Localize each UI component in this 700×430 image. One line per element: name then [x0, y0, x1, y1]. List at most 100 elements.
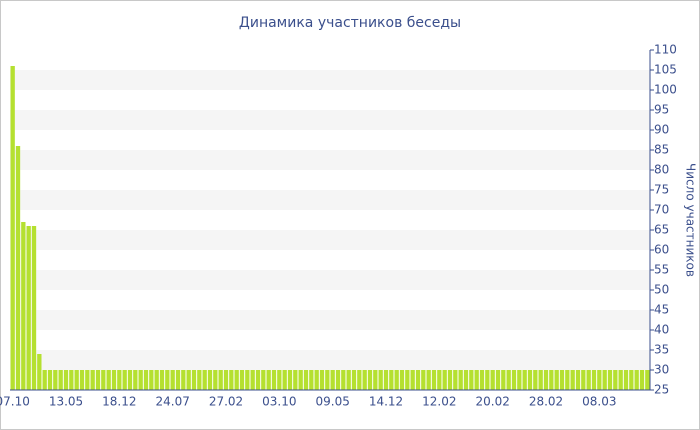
bar	[389, 370, 394, 390]
bar	[239, 370, 245, 390]
bar	[218, 370, 223, 390]
x-tick-label: 13.05	[49, 395, 83, 409]
x-tick-label: 09.05	[315, 395, 349, 409]
bar	[293, 370, 298, 390]
bar	[330, 370, 335, 390]
bar	[517, 370, 522, 390]
bar	[645, 370, 650, 390]
bar	[447, 370, 453, 390]
x-tick-label: 12.02	[422, 395, 456, 409]
bar	[101, 370, 106, 390]
bar	[53, 370, 58, 390]
bar	[149, 370, 154, 390]
bar	[266, 370, 271, 390]
y-tick-label: 50	[654, 283, 669, 297]
bar	[463, 370, 469, 390]
bar	[623, 370, 629, 390]
y-tick-label: 110	[654, 43, 677, 57]
bar	[367, 370, 373, 390]
x-tick-label: 18.12	[102, 395, 136, 409]
bar	[346, 370, 351, 390]
bar	[405, 370, 410, 390]
bar	[442, 370, 447, 390]
bar	[111, 370, 117, 390]
bar	[90, 370, 95, 390]
bar	[10, 66, 15, 390]
bar	[394, 370, 399, 390]
bar	[309, 370, 314, 390]
bar	[378, 370, 383, 390]
bar	[474, 370, 479, 390]
grid-band	[10, 310, 650, 330]
bar	[21, 222, 26, 390]
bar	[31, 226, 37, 390]
bar	[490, 370, 495, 390]
bar	[506, 370, 511, 390]
bar	[629, 370, 634, 390]
bar	[229, 370, 234, 390]
y-tick-label: 65	[654, 223, 669, 237]
bar	[303, 370, 309, 390]
bar	[207, 370, 213, 390]
bar	[634, 370, 639, 390]
bar	[47, 370, 53, 390]
chart-title: Динамика участников беседы	[239, 15, 461, 31]
y-tick-label: 25	[654, 383, 669, 397]
y-tick-label: 100	[654, 83, 677, 97]
y-tick-label: 75	[654, 183, 669, 197]
bar	[511, 370, 517, 390]
bar	[255, 370, 261, 390]
bar	[133, 370, 138, 390]
y-tick-label: 105	[654, 63, 677, 77]
x-tick-label: 14.12	[369, 395, 403, 409]
x-tick-label: 28.02	[529, 395, 563, 409]
bar	[538, 370, 543, 390]
bar	[383, 370, 389, 390]
bar	[250, 370, 255, 390]
bar	[165, 370, 170, 390]
x-tick-label: 08.03	[582, 395, 616, 409]
bar	[559, 370, 565, 390]
bar	[138, 370, 143, 390]
bar	[26, 226, 31, 390]
y-axis-label: Число участников	[684, 163, 698, 277]
bar	[95, 370, 101, 390]
bar	[373, 370, 378, 390]
bar	[469, 370, 474, 390]
grid-band	[10, 70, 650, 90]
bar	[271, 370, 277, 390]
y-tick-label: 60	[654, 243, 669, 257]
bar	[602, 370, 607, 390]
bar	[453, 370, 458, 390]
bar	[485, 370, 490, 390]
bar	[410, 370, 415, 390]
bar	[63, 370, 69, 390]
y-tick-label: 40	[654, 323, 669, 337]
x-tick-label: 27.02	[209, 395, 243, 409]
x-tick-label: 07.10	[0, 395, 30, 409]
bar	[181, 370, 186, 390]
grid-band	[10, 110, 650, 130]
bar	[533, 370, 538, 390]
x-tick-label: 03.10	[262, 395, 296, 409]
bar	[261, 370, 266, 390]
bar	[197, 370, 202, 390]
bar	[421, 370, 426, 390]
bar	[154, 370, 159, 390]
bar	[298, 370, 303, 390]
bar	[15, 146, 21, 390]
bar	[362, 370, 367, 390]
bar	[202, 370, 207, 390]
bar	[159, 370, 165, 390]
bar	[127, 370, 133, 390]
bar	[351, 370, 357, 390]
bar	[522, 370, 527, 390]
y-tick-label: 45	[654, 303, 669, 317]
bar	[618, 370, 623, 390]
bar	[325, 370, 330, 390]
grid-band	[10, 190, 650, 210]
y-tick-label: 95	[654, 103, 669, 117]
bar	[639, 370, 645, 390]
bar	[543, 370, 549, 390]
bar	[245, 370, 250, 390]
